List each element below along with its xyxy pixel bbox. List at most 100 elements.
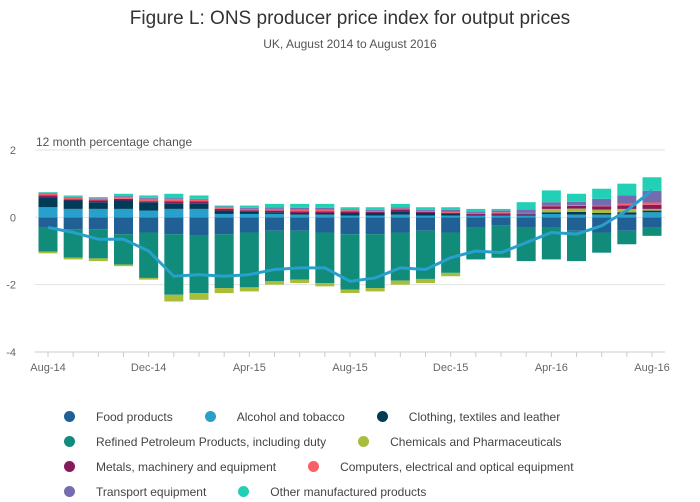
bar-segment bbox=[38, 251, 58, 254]
bar-segment bbox=[239, 213, 259, 218]
bar-segment bbox=[466, 214, 486, 216]
legend-item: Food products bbox=[64, 404, 173, 429]
bar-segment bbox=[592, 232, 612, 253]
bar-segment bbox=[189, 203, 209, 209]
bar-segment bbox=[214, 210, 234, 214]
bar-segment bbox=[63, 196, 83, 198]
bar-segment bbox=[239, 210, 259, 212]
legend: Food products Alcohol and tobacco Clothing… bbox=[64, 404, 664, 502]
bar-segment bbox=[567, 201, 586, 206]
bar-segment bbox=[290, 209, 310, 212]
bar-segment bbox=[466, 211, 486, 213]
bar-segment bbox=[315, 209, 335, 212]
bar-segment bbox=[265, 217, 284, 231]
bar-segment bbox=[466, 208, 486, 212]
bar-segment bbox=[642, 212, 662, 218]
bar-segment bbox=[164, 203, 184, 209]
legend-marker bbox=[64, 436, 75, 447]
bar-segment bbox=[114, 198, 133, 201]
bar-segment bbox=[516, 212, 536, 214]
legend-item: Computers, electrical and optical equipm… bbox=[308, 454, 574, 479]
plot-area: 2 0 -2 -4 12 month percentage change Aug-14 De… bbox=[6, 135, 670, 374]
bar-segment bbox=[441, 215, 461, 218]
bar-segment bbox=[340, 212, 360, 216]
bar-segment bbox=[63, 195, 83, 197]
bar-segment bbox=[390, 232, 410, 281]
bar-segment bbox=[315, 214, 335, 218]
legend-label: Food products bbox=[96, 409, 173, 424]
bar-segment bbox=[189, 293, 209, 300]
bar-segment bbox=[416, 215, 435, 218]
legend-label: Refined Petroleum Products, including du… bbox=[96, 434, 327, 449]
bar-segment bbox=[315, 211, 335, 213]
bar-segment bbox=[63, 217, 83, 230]
bar-segment bbox=[567, 217, 586, 231]
legend-marker bbox=[64, 486, 75, 497]
bar-segment bbox=[390, 280, 410, 285]
bar-segment bbox=[239, 232, 259, 288]
x-tick-label: Dec-15 bbox=[433, 362, 468, 374]
bar-segment bbox=[365, 211, 385, 213]
bar-segment bbox=[88, 198, 108, 201]
bar-segment bbox=[189, 198, 209, 200]
bar-segment bbox=[390, 207, 410, 209]
x-tick-label: Apr-15 bbox=[233, 362, 266, 374]
bar-segment bbox=[642, 190, 662, 203]
bar-segment bbox=[63, 199, 83, 201]
bar-segment bbox=[642, 210, 662, 213]
bar-segment bbox=[491, 212, 511, 214]
bar-segment bbox=[189, 208, 209, 218]
bar-segment bbox=[239, 287, 259, 292]
chart-subtitle: UK, August 2014 to August 2016 bbox=[263, 37, 437, 51]
bar-segment bbox=[441, 213, 461, 216]
bar-segment bbox=[139, 201, 159, 203]
bar-segment bbox=[114, 196, 133, 198]
bar-segment bbox=[239, 207, 259, 209]
bar-segment bbox=[189, 235, 209, 294]
bar-segment bbox=[114, 217, 133, 235]
bar-segment bbox=[214, 213, 234, 218]
bar-segment bbox=[214, 205, 234, 207]
bar-segment bbox=[164, 217, 184, 235]
legend-label: Alcohol and tobacco bbox=[236, 409, 345, 424]
bar-segment bbox=[63, 208, 83, 218]
x-tick-label: Aug-16 bbox=[634, 362, 669, 374]
legend-label: Transport equipment bbox=[96, 484, 207, 499]
bar-segment bbox=[416, 217, 435, 231]
bar-segment bbox=[416, 207, 435, 210]
bar-segment bbox=[239, 208, 259, 211]
bar-segment bbox=[88, 217, 108, 230]
bar-segment bbox=[365, 212, 385, 216]
bar-segment bbox=[466, 212, 486, 214]
bar-segment bbox=[541, 217, 561, 228]
bar-segment bbox=[491, 208, 511, 211]
legend-marker bbox=[64, 461, 75, 472]
bar-segment bbox=[290, 211, 310, 213]
bar-segment bbox=[592, 214, 612, 218]
bar-segment bbox=[541, 208, 561, 213]
bar-segment bbox=[541, 202, 561, 206]
bar-segment bbox=[139, 198, 159, 202]
bar-segment bbox=[265, 203, 284, 208]
x-tick-label: Apr-16 bbox=[535, 362, 568, 374]
bar-segment bbox=[265, 208, 284, 211]
bar-segment bbox=[416, 212, 435, 216]
bar-segment bbox=[617, 212, 637, 215]
bar-segment bbox=[416, 278, 435, 283]
bar-segment bbox=[567, 208, 586, 212]
bar-segment bbox=[315, 212, 335, 215]
bar-segment bbox=[567, 193, 586, 202]
bar-segment bbox=[290, 203, 310, 208]
legend-item: Other manufactured products bbox=[238, 479, 426, 502]
bar-segment bbox=[541, 205, 561, 207]
legend-marker bbox=[238, 486, 250, 497]
bar-segment bbox=[38, 197, 58, 208]
bar-segment bbox=[516, 227, 536, 262]
bar-segment bbox=[340, 215, 360, 218]
legend-marker bbox=[358, 436, 370, 447]
bar-segment bbox=[189, 217, 209, 236]
bar-segment bbox=[365, 210, 385, 212]
bar-segment bbox=[642, 217, 662, 228]
bar-segment bbox=[164, 201, 184, 204]
